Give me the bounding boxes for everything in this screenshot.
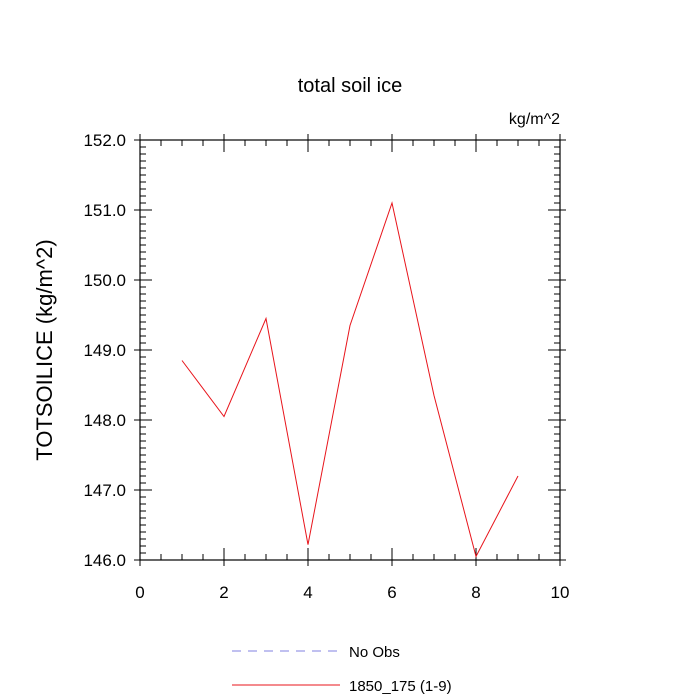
legend: No Obs 1850_175 (1-9) — [232, 644, 452, 695]
units-label: kg/m^2 — [509, 111, 560, 128]
plot-frame — [139, 139, 561, 561]
series-layer — [181, 201, 519, 558]
y-tick-label: 146.0 — [83, 551, 126, 570]
x-tick-label: 2 — [219, 583, 228, 602]
y-axis-label: TOTSOILICE (kg/m^2) — [32, 239, 57, 460]
tick-labels: 0 2 4 6 8 10 146.0 147.0 148.0 149.0 150.0 151.0 152… — [83, 131, 569, 602]
x-tick-label: 8 — [471, 583, 480, 602]
x-tick-label: 10 — [551, 583, 570, 602]
y-tick-label: 152.0 — [83, 131, 126, 150]
x-tick-label: 4 — [303, 583, 312, 602]
legend-label: 1850_175 (1-9) — [349, 678, 452, 695]
x-tick-label: 0 — [135, 583, 144, 602]
y-tick-label: 150.0 — [83, 271, 126, 290]
series-line — [181, 201, 519, 558]
x-tick-label: 6 — [387, 583, 396, 602]
y-tick-label: 149.0 — [83, 341, 126, 360]
y-tick-label: 151.0 — [83, 201, 126, 220]
legend-label: No Obs — [349, 644, 400, 661]
y-tick-label: 147.0 — [83, 481, 126, 500]
chart-title: total soil ice — [298, 75, 403, 97]
axis-ticks — [134, 134, 566, 566]
y-tick-label: 148.0 — [83, 411, 126, 430]
